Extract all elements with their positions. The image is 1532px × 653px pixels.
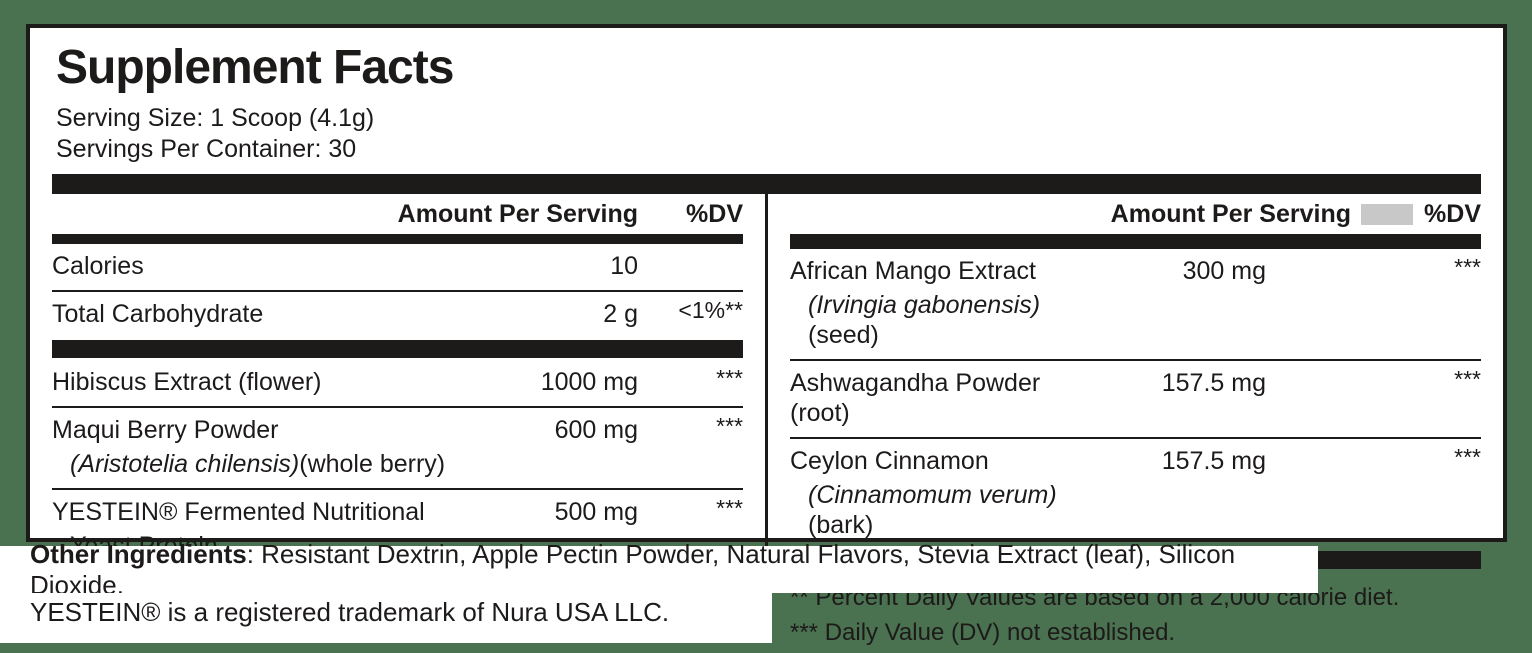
- left-header-amount-per-serving: Amount Per Serving: [397, 200, 638, 228]
- servings-per-container: Servings Per Container: 30: [56, 134, 357, 163]
- other-ingredients-line: Other Ingredients: Resistant Dextrin, Ap…: [30, 539, 1318, 601]
- row-dv: ***: [716, 413, 743, 439]
- row-separator: [790, 359, 1481, 361]
- row-amount: 300 mg: [1182, 257, 1266, 285]
- part-name: (seed): [808, 321, 879, 349]
- row-name: African Mango Extract (Irvingia gabonens…: [790, 256, 1106, 350]
- row-amount: 157.5 mg: [1161, 447, 1266, 475]
- left-column-header: Amount Per Serving %DV: [52, 194, 743, 234]
- row-separator: [790, 437, 1481, 439]
- row-dv: ***: [1454, 366, 1481, 392]
- table-row-calories: Calories 10: [52, 244, 743, 290]
- row-dv: ***: [716, 495, 743, 521]
- other-ingredients-strip: Other Ingredients: Resistant Dextrin, Ap…: [0, 539, 1318, 600]
- row-name-main: YESTEIN® Fermented Nutritional: [52, 498, 425, 526]
- part-name: (whole berry): [299, 450, 446, 478]
- right-header-dv: %DV: [1424, 200, 1481, 228]
- trademark-strip: YESTEIN® is a registered trademark of Nu…: [0, 593, 772, 643]
- facts-column-left: Amount Per Serving %DV Calories 10 Total…: [52, 194, 768, 560]
- row-amount: 10: [610, 252, 638, 280]
- row-amount: 500 mg: [554, 498, 638, 526]
- row-separator: [52, 406, 743, 408]
- right-header-amount-per-serving: Amount Per Serving: [1110, 200, 1351, 228]
- part-name: (bark): [808, 511, 874, 539]
- row-dv: <1%**: [678, 297, 743, 323]
- table-row-hibiscus-extract: Hibiscus Extract (flower) 1000 mg ***: [52, 360, 743, 406]
- row-name: Hibiscus Extract (flower): [52, 368, 322, 396]
- left-mid-divider-bar: [52, 340, 743, 358]
- left-header-bar: [52, 234, 743, 244]
- row-subline: (Irvingia gabonensis)(seed): [790, 290, 1106, 350]
- row-separator: [52, 488, 743, 490]
- latin-name: (Cinnamomum verum): [808, 481, 1057, 509]
- row-name-main: Ceylon Cinnamon: [790, 447, 989, 475]
- row-amount: 2 g: [603, 300, 638, 328]
- row-name: Calories: [52, 252, 144, 280]
- latin-name: (Aristotelia chilensis): [70, 450, 300, 478]
- trademark-line: YESTEIN® is a registered trademark of Nu…: [30, 597, 670, 627]
- table-row-ashwagandha: Ashwagandha Powder (root) 157.5 mg ***: [790, 361, 1481, 437]
- left-header-dv: %DV: [686, 200, 743, 228]
- facts-column-right: Amount Per Serving %DV African Mango Ext…: [768, 194, 1481, 646]
- right-column-header: Amount Per Serving %DV: [790, 194, 1481, 234]
- row-dv: ***: [716, 365, 743, 391]
- header-gray-placeholder-box: [1361, 204, 1413, 225]
- table-row-maqui-berry: Maqui Berry Powder (Aristotelia chilensi…: [52, 408, 743, 488]
- table-row-african-mango: African Mango Extract (Irvingia gabonens…: [790, 249, 1481, 359]
- serving-size: Serving Size: 1 Scoop (4.1g): [56, 104, 375, 132]
- row-name: Ashwagandha Powder (root): [790, 369, 1041, 427]
- other-ingredients-label: Other Ingredients: [30, 538, 247, 569]
- row-name-main: African Mango Extract: [790, 257, 1036, 285]
- panel-title: Supplement Facts: [56, 41, 454, 94]
- row-separator: [52, 290, 743, 292]
- footnote-dv-not-established: *** Daily Value (DV) not established.: [790, 618, 1176, 646]
- latin-name: (Irvingia gabonensis): [808, 291, 1041, 319]
- row-name: Total Carbohydrate: [52, 300, 264, 328]
- facts-columns: Amount Per Serving %DV Calories 10 Total…: [52, 194, 1481, 646]
- row-amount: 1000 mg: [540, 368, 638, 396]
- row-dv: ***: [1454, 254, 1481, 280]
- row-name: Maqui Berry Powder (Aristotelia chilensi…: [52, 415, 468, 479]
- row-name-main: Maqui Berry Powder: [52, 416, 279, 444]
- row-subline: (Cinnamomum verum)(bark): [790, 480, 1106, 540]
- top-divider-bar: [52, 174, 1481, 194]
- supplement-facts-panel: Supplement Facts Serving Size: 1 Scoop (…: [26, 24, 1507, 646]
- table-row-ceylon-cinnamon: Ceylon Cinnamon (Cinnamomum verum)(bark)…: [790, 439, 1481, 549]
- row-amount: 600 mg: [554, 416, 638, 444]
- row-name: Ceylon Cinnamon (Cinnamomum verum)(bark): [790, 446, 1106, 540]
- row-subline: (Aristotelia chilensis)(whole berry): [52, 449, 468, 479]
- table-row-total-carbohydrate: Total Carbohydrate 2 g <1%**: [52, 292, 743, 338]
- row-dv: ***: [1454, 444, 1481, 470]
- row-amount: 157.5 mg: [1161, 369, 1266, 397]
- right-header-bar: [790, 234, 1481, 249]
